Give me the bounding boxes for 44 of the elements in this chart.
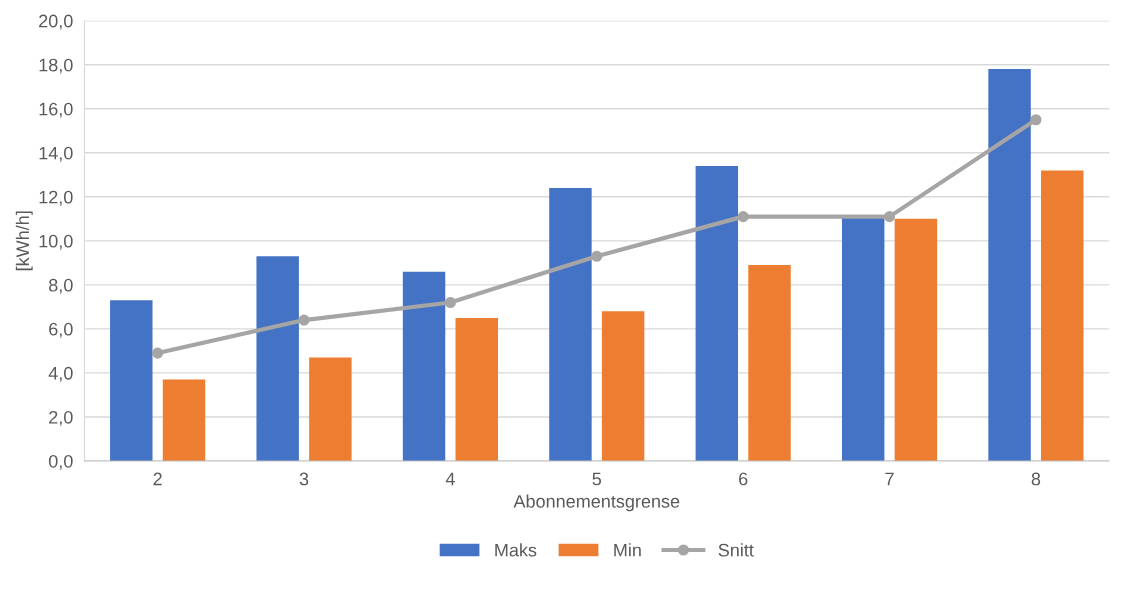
x-tick-label: 2 bbox=[153, 472, 162, 486]
bar bbox=[748, 265, 791, 461]
bar bbox=[601, 311, 645, 461]
bar bbox=[162, 379, 206, 461]
y-tick-label: 18,0 bbox=[39, 58, 73, 74]
y-tick-label: 4,0 bbox=[48, 366, 73, 382]
bar bbox=[988, 69, 1031, 461]
x-tick-label: 5 bbox=[592, 472, 602, 486]
legend-label: Min bbox=[614, 543, 641, 557]
point bbox=[444, 296, 456, 309]
point bbox=[1030, 114, 1042, 126]
y-tick-label: 0,0 bbox=[48, 454, 73, 470]
point bbox=[737, 211, 749, 223]
legend-label: Snitt bbox=[718, 543, 754, 557]
bar bbox=[841, 216, 885, 461]
bar bbox=[402, 271, 446, 461]
point bbox=[298, 314, 310, 326]
x-tick-label: 3 bbox=[299, 472, 309, 486]
y-tick-label: 8,0 bbox=[49, 278, 73, 294]
point bbox=[591, 250, 603, 262]
bar bbox=[1041, 170, 1084, 461]
bar bbox=[110, 300, 153, 461]
x-axis-title: Abonnementsgrense bbox=[513, 494, 680, 512]
y-tick-label: 10,0 bbox=[39, 234, 73, 250]
legend-label: Maks bbox=[495, 543, 537, 557]
bar bbox=[256, 256, 299, 461]
x-tick-label: 6 bbox=[739, 472, 748, 486]
x-tick-label: 8 bbox=[1031, 472, 1041, 486]
x-tick-label: 4 bbox=[445, 472, 455, 486]
y-tick-label: 6,0 bbox=[49, 322, 73, 338]
bar bbox=[549, 188, 592, 461]
y-axis-title: [kWh/h] bbox=[15, 211, 33, 271]
x-tick-label: 7 bbox=[885, 472, 894, 486]
bar bbox=[455, 317, 498, 461]
bar bbox=[309, 357, 352, 461]
y-tick-label: 20,0 bbox=[39, 14, 73, 30]
y-tick-label: 16,0 bbox=[39, 102, 73, 118]
point bbox=[883, 211, 896, 223]
bar bbox=[894, 218, 938, 461]
y-tick-label: 2,0 bbox=[49, 410, 73, 426]
y-tick-label: 12,0 bbox=[39, 190, 73, 206]
y-tick-label: 14,0 bbox=[39, 146, 73, 162]
bar bbox=[695, 165, 739, 461]
point bbox=[152, 347, 164, 359]
